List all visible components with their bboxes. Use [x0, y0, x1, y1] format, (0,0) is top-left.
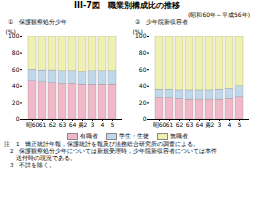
svg-text:64: 64	[196, 121, 204, 128]
svg-text:昭60: 昭60	[153, 121, 167, 128]
svg-text:(%): (%)	[6, 28, 16, 35]
svg-text:62: 62	[176, 121, 184, 128]
html-text:注 1 矯正統計年報，保護統計を報及び法務総合研究所の調査に: 注 1 矯正統計年報，保護統計を報及び法務総合研究所の調査による。 2 保護観察…	[4, 141, 218, 168]
svg-text:勇2: 勇2	[205, 121, 215, 128]
svg-text:4: 4	[228, 121, 232, 128]
svg-text:40: 40	[139, 82, 147, 89]
html-text:① 保護観察処分少年: ① 保護観察処分少年	[8, 18, 68, 25]
svg-text:40: 40	[12, 82, 20, 89]
html-text:無職者: 無職者	[169, 132, 188, 139]
svg-text:0: 0	[16, 115, 20, 122]
svg-text:62: 62	[49, 121, 57, 128]
svg-text:100: 100	[135, 32, 147, 40]
svg-text:3: 3	[91, 121, 95, 128]
html-text:(昭和60年～平成56年): (昭和60年～平成56年)	[188, 11, 250, 18]
svg-text:5: 5	[111, 121, 115, 128]
svg-text:60: 60	[12, 66, 20, 73]
svg-text:80: 80	[139, 49, 147, 56]
svg-text:20: 20	[12, 99, 20, 106]
svg-text:昭60: 昭60	[26, 121, 40, 128]
svg-text:0: 0	[143, 115, 147, 122]
svg-text:60: 60	[139, 66, 147, 73]
html-text:有職者: 有職者	[79, 132, 98, 139]
svg-text:63: 63	[59, 121, 67, 128]
svg-text:4: 4	[101, 121, 105, 128]
svg-text:61: 61	[166, 121, 174, 128]
html-text:学生・生徒: 学生・生徒	[118, 132, 149, 139]
svg-text:61: 61	[39, 121, 47, 128]
svg-text:3: 3	[218, 121, 222, 128]
svg-text:63: 63	[186, 121, 194, 128]
svg-text:(%): (%)	[133, 28, 143, 35]
svg-text:5: 5	[238, 121, 242, 128]
svg-text:勇2: 勇2	[78, 121, 88, 128]
svg-text:80: 80	[12, 49, 20, 56]
html-text:III-7図 職業別構成比の推移: III-7図 職業別構成比の推移	[74, 1, 180, 10]
svg-text:20: 20	[139, 99, 147, 106]
svg-text:100: 100	[8, 32, 20, 40]
svg-text:64: 64	[69, 121, 77, 128]
html-text:② 少年院新収容者: ② 少年院新収容者	[135, 18, 189, 25]
